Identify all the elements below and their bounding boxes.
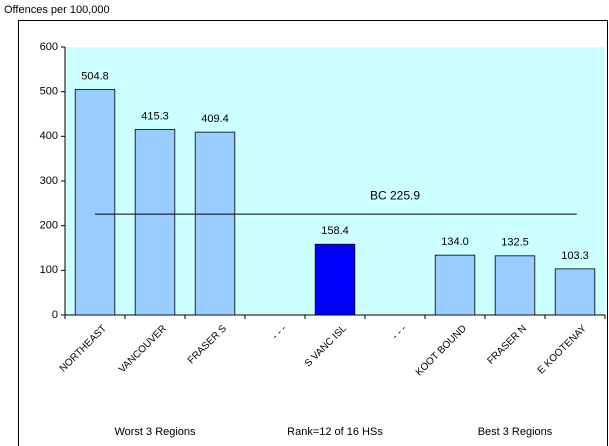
x-tick-label: E KOOTENAY: [536, 323, 589, 376]
x-tick-label: KOOT BOUND: [414, 323, 469, 378]
reference-label: BC 225.9: [370, 188, 420, 202]
y-tick-label: 500: [40, 86, 58, 98]
chart-frame: [18, 20, 608, 446]
bar: [434, 254, 476, 316]
y-tick-label: 400: [40, 130, 58, 142]
x-tick-label: FRASER S: [186, 323, 229, 366]
value-label: 415.3: [141, 110, 169, 122]
x-tick-label: - - -: [270, 323, 289, 342]
value-label: 132.5: [501, 237, 529, 249]
value-label: 409.4: [201, 113, 229, 125]
y-tick-label: 600: [40, 41, 58, 53]
footnote: Worst 3 Regions: [114, 426, 196, 438]
y-tick-label: 100: [40, 264, 58, 276]
x-tick-label: - - -: [390, 323, 409, 342]
bar: [554, 268, 596, 316]
y-tick-label: 0: [52, 309, 58, 321]
bar: [74, 89, 116, 316]
y-tick-label: 200: [40, 220, 58, 232]
value-label: 504.8: [81, 70, 109, 82]
bar: [494, 255, 536, 316]
value-label: 103.3: [561, 250, 589, 262]
footnote: Best 3 Regions: [478, 426, 553, 438]
y-axis-title: Offences per 100,000: [4, 4, 110, 16]
x-tick-label: NORTHEAST: [58, 323, 109, 374]
bar: [194, 131, 236, 316]
value-label: 158.4: [321, 225, 349, 237]
x-tick-label: S VANC ISL: [303, 323, 349, 369]
value-label: 134.0: [441, 236, 469, 248]
footnote: Rank=12 of 16 HSs: [287, 426, 383, 438]
bar: [134, 129, 176, 316]
y-tick-label: 300: [40, 175, 58, 187]
x-tick-label: VANCOUVER: [117, 323, 169, 375]
x-tick-label: FRASER N: [485, 323, 529, 367]
bar: [314, 243, 356, 316]
